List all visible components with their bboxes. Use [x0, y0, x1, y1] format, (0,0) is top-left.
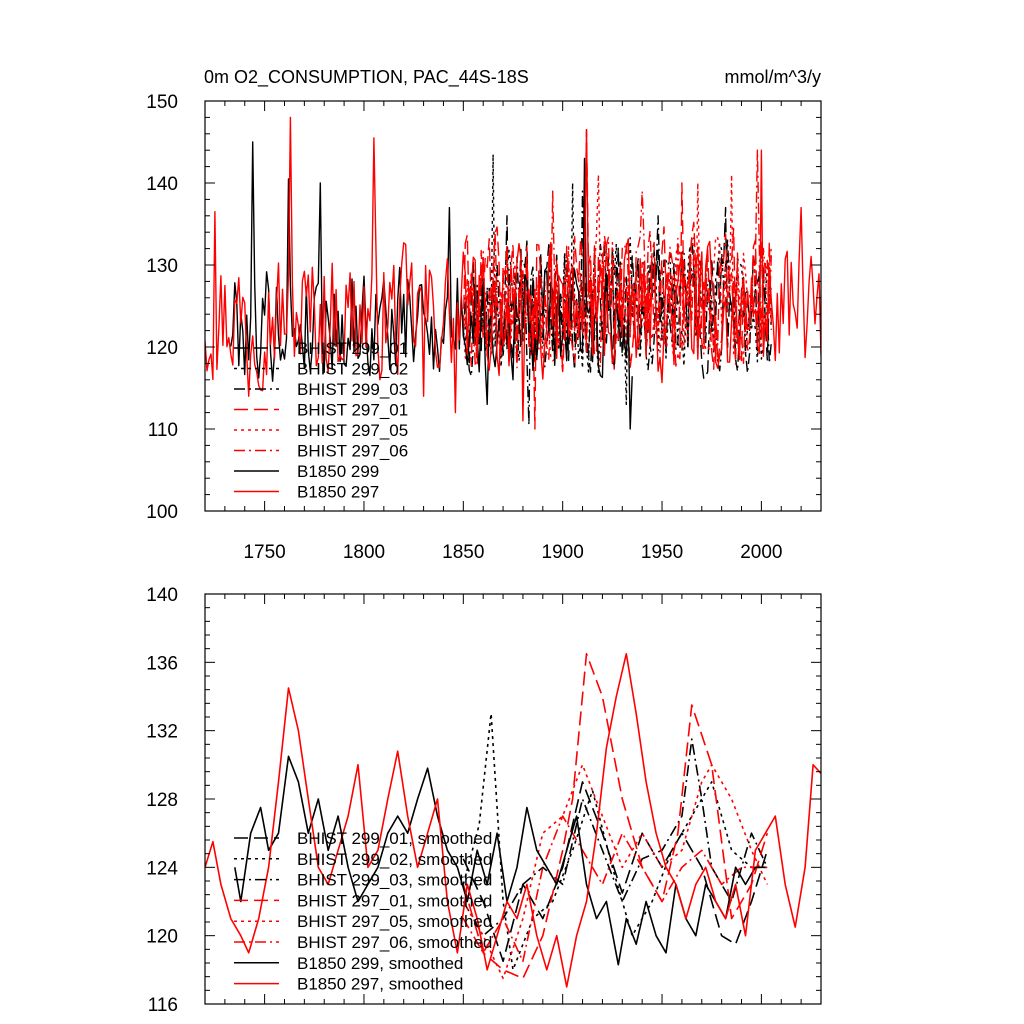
y-tick-label: 120 — [146, 338, 178, 359]
legend-entry-bhist-299-01: BHIST 299_01 — [234, 339, 408, 358]
legend-label: BHIST 297_06, smoothed — [297, 933, 492, 952]
legend-label: BHIST 297_01 — [297, 401, 408, 420]
legend-entry-bhist-299-02: BHIST 299_02 — [234, 360, 408, 379]
series-line-bhist-297-06-smoothed — [462, 815, 768, 963]
legend-entry-bhist-297-01-smoothed: BHIST 297_01, smoothed — [234, 891, 492, 910]
y-tick-label: 124 — [146, 858, 178, 879]
x-tick-label: 1750 — [243, 542, 285, 563]
x-tick-label: 1900 — [542, 542, 584, 563]
legend-entry-bhist-299-03: BHIST 299_03 — [234, 380, 408, 399]
top-series-layer — [205, 116, 821, 430]
plot-frame — [204, 100, 822, 512]
y-tick-label: 130 — [146, 256, 178, 277]
y-tick-label: 136 — [146, 653, 178, 674]
bottom-series-layer — [205, 653, 821, 988]
legend-label: BHIST 299_01 — [297, 339, 408, 358]
legend-entry-b1850-299: B1850 299 — [234, 462, 379, 481]
legend-label: BHIST 299_03 — [297, 380, 408, 399]
y-tick-label: 128 — [146, 790, 178, 811]
y-tick-label: 140 — [146, 174, 178, 195]
legend-label: BHIST 299_03, smoothed — [297, 871, 492, 890]
bottom-legend: BHIST 299_01, smoothed BHIST 299_02, smoo… — [234, 829, 492, 994]
plot-area — [205, 116, 821, 430]
legend-entry-b1850-299-smoothed: B1850 299, smoothed — [234, 954, 463, 973]
y-tick-label: 132 — [146, 722, 178, 743]
y-tick-label: 116 — [148, 995, 178, 1016]
y-tick-label: 100 — [146, 502, 178, 523]
x-tick-label: 2000 — [740, 542, 782, 563]
x-tick-label: 1800 — [343, 542, 385, 563]
top-panel-title: 0m O2_CONSUMPTION, PAC_44S-18S — [204, 67, 529, 88]
legend-entry-bhist-297-05: BHIST 297_05 — [234, 421, 408, 440]
y-tick-label: 150 — [146, 92, 178, 113]
legend-entry-bhist-297-05-smoothed: BHIST 297_05, smoothed — [234, 912, 492, 931]
legend-label: BHIST 297_05 — [297, 421, 408, 440]
x-tick-label: 1850 — [442, 542, 484, 563]
legend-label: BHIST 297_05, smoothed — [297, 912, 492, 931]
top-axes-layer: 100 110 120 130 140 150 1750 1800 1850 1900 1950 20… — [146, 92, 822, 563]
plot-area — [205, 653, 821, 988]
legend-entry-bhist-299-02-smoothed: BHIST 299_02, smoothed — [234, 850, 492, 869]
series-line-bhist-297-01-smoothed — [462, 653, 769, 980]
y-tick-label: 110 — [148, 420, 178, 441]
x-tick-label: 1950 — [641, 542, 683, 563]
legend-entry-bhist-299-01-smoothed: BHIST 299_01, smoothed — [234, 829, 492, 848]
series-line-b1850-297-smoothed — [205, 653, 821, 988]
legend-label: BHIST 297_01, smoothed — [297, 891, 492, 910]
legend-label: B1850 297 — [297, 483, 379, 502]
legend-label: B1850 297, smoothed — [297, 975, 463, 994]
series-line-bhist-297-05-smoothed — [462, 764, 769, 980]
y-tick-label: 140 — [146, 585, 178, 606]
legend-label: B1850 299, smoothed — [297, 954, 463, 973]
legend-label: BHIST 299_02 — [297, 360, 408, 379]
legend-label: B1850 299 — [297, 462, 379, 481]
top-panel-units: mmol/m^3/y — [725, 67, 821, 87]
legend-label: BHIST 299_01, smoothed — [297, 829, 492, 848]
bottom-axes-layer: 116 120 124 128 132 136 140 — [146, 585, 822, 1016]
series-line-bhist-299-01-smoothed — [462, 781, 769, 963]
bottom-panel: 116 120 124 128 132 136 140 BHIST 299_01, smoo… — [146, 585, 822, 1016]
legend-label: BHIST 297_06 — [297, 442, 408, 461]
legend-entry-b1850-297: B1850 297 — [234, 483, 379, 502]
legend-entry-bhist-299-03-smoothed: BHIST 299_03, smoothed — [234, 871, 492, 890]
y-tick-label: 120 — [146, 927, 178, 948]
legend-entry-bhist-297-01: BHIST 297_01 — [234, 401, 408, 420]
legend-entry-bhist-297-06-smoothed: BHIST 297_06, smoothed — [234, 933, 492, 952]
legend-entry-b1850-297-smoothed: B1850 297, smoothed — [234, 975, 463, 994]
series-line-bhist-297-05 — [462, 174, 772, 363]
legend-entry-bhist-297-06: BHIST 297_06 — [234, 442, 408, 461]
series-line-b1850-297 — [205, 116, 821, 422]
legend-label: BHIST 299_02, smoothed — [297, 850, 492, 869]
top-panel: 0m O2_CONSUMPTION, PAC_44S-18S mmol/m^3/… — [146, 67, 822, 563]
series-line-bhist-299-02-smoothed — [462, 712, 768, 971]
